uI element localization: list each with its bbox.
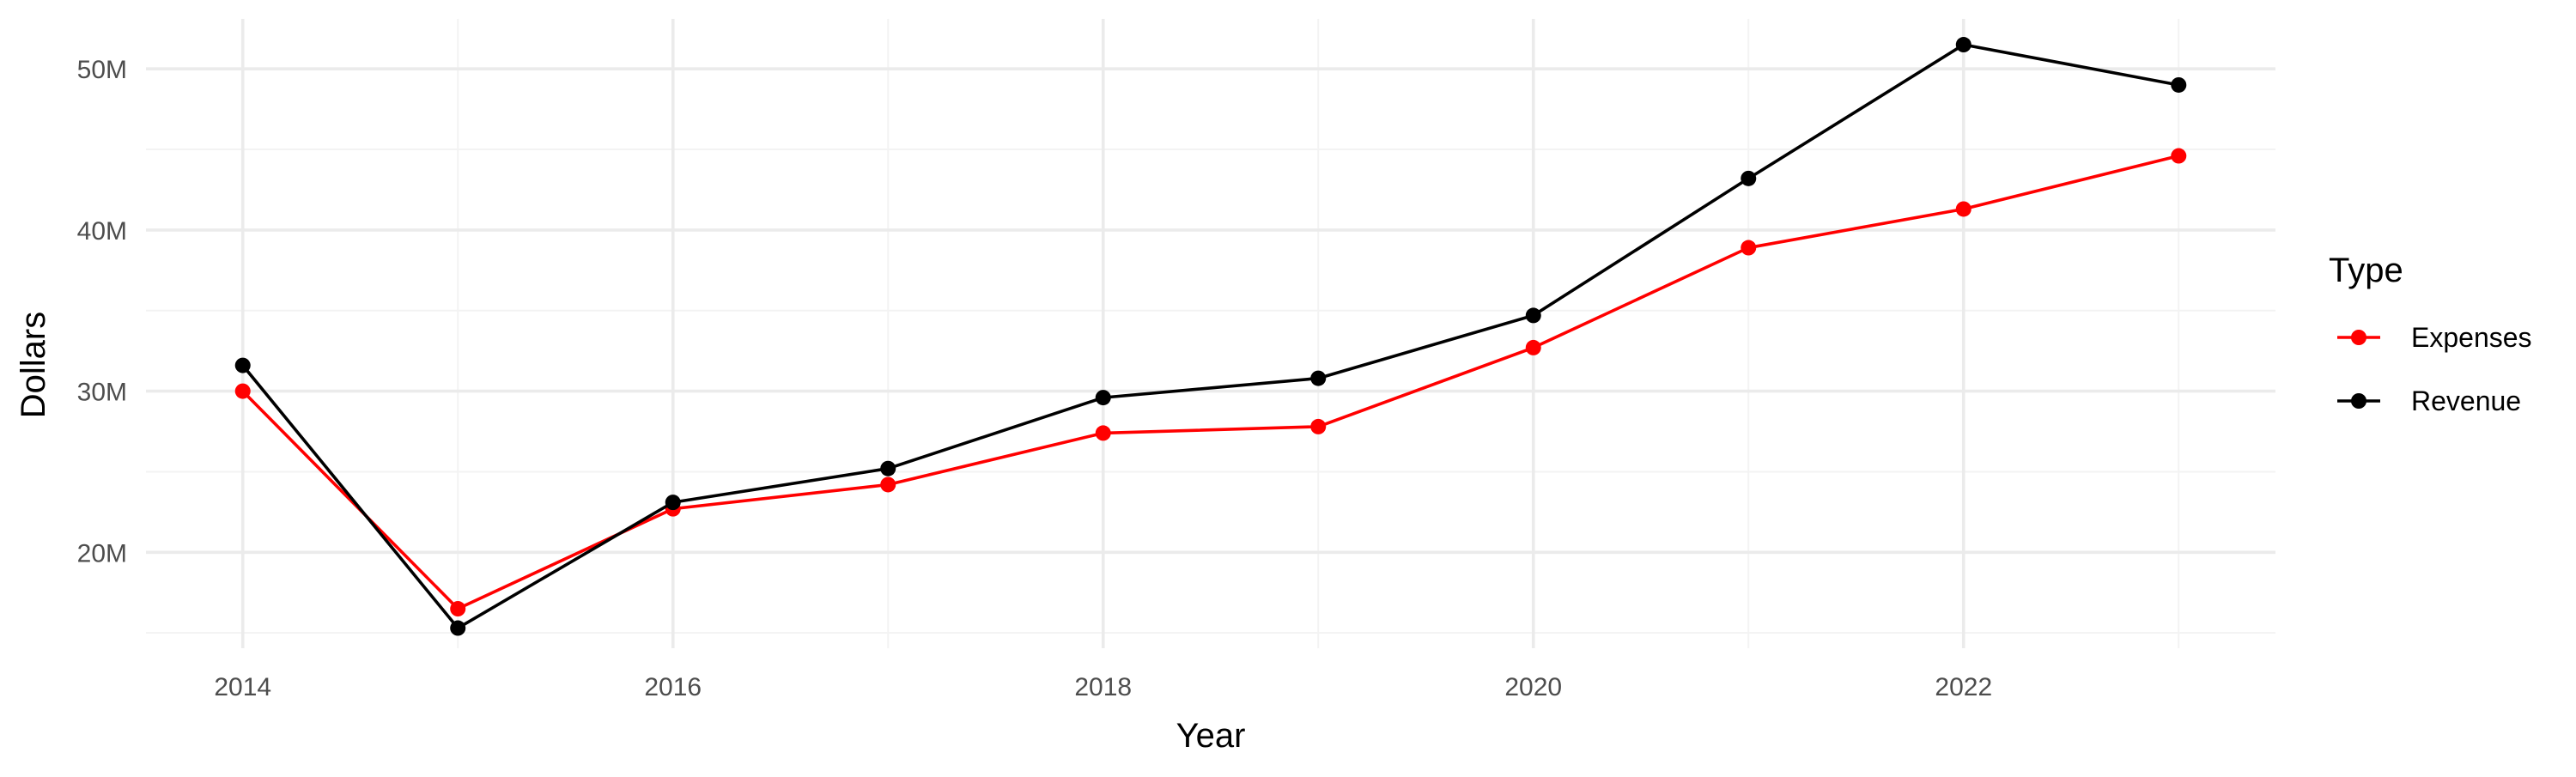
y-tick-label: 40M	[77, 217, 127, 246]
x-tick-label: 2022	[1935, 673, 1992, 701]
revenue-point	[665, 495, 681, 511]
expenses-point	[1095, 425, 1111, 441]
x-tick-label: 2016	[644, 673, 702, 701]
expenses-point	[234, 383, 251, 399]
revenue-series	[234, 37, 2187, 636]
revenue-line	[241, 43, 2179, 630]
revenue-point	[2171, 76, 2187, 93]
x-axis-tick-labels: 2014 2016 2018 2020 2022	[214, 673, 1992, 701]
legend-title: Type	[2329, 252, 2403, 289]
legend-key-point	[2351, 393, 2366, 409]
y-axis-tick-labels: 20M 30M 40M 50M	[77, 56, 127, 568]
expenses-series	[234, 148, 2187, 617]
revenue-point	[1095, 390, 1111, 406]
legend: Type Expenses Revenue	[2329, 252, 2532, 416]
expenses-point	[880, 477, 896, 493]
y-tick-label: 50M	[77, 56, 127, 84]
legend-label: Revenue	[2411, 385, 2521, 416]
revenue-point	[1955, 37, 1971, 53]
legend-key-point	[2351, 330, 2366, 345]
grid	[146, 19, 2275, 648]
legend-label: Expenses	[2411, 322, 2532, 353]
expenses-point	[450, 601, 466, 617]
y-tick-label: 20M	[77, 539, 127, 568]
expenses-point	[1525, 339, 1541, 355]
expenses-line	[241, 154, 2179, 610]
revenue-point	[1741, 170, 1757, 186]
legend-entries: Expenses Revenue	[2337, 322, 2532, 416]
x-tick-label: 2020	[1504, 673, 1562, 701]
plot-series	[234, 37, 2187, 636]
expenses-point	[1741, 240, 1757, 256]
expenses-point	[2171, 148, 2187, 164]
x-tick-label: 2014	[214, 673, 271, 701]
y-tick-label: 30M	[77, 379, 127, 407]
y-axis-title: Dollars	[15, 312, 52, 418]
expenses-point	[1310, 418, 1327, 434]
revenue-point	[1310, 370, 1327, 386]
revenue-point	[234, 357, 251, 373]
x-axis-title: Year	[1176, 717, 1246, 755]
legend-item-revenue: Revenue	[2337, 385, 2521, 416]
revenue-point	[450, 620, 466, 636]
revenue-point	[880, 460, 896, 477]
legend-item-expenses: Expenses	[2337, 322, 2532, 353]
x-tick-label: 2018	[1074, 673, 1132, 701]
revenue-point	[1525, 307, 1541, 324]
expenses-point	[1955, 201, 1971, 217]
